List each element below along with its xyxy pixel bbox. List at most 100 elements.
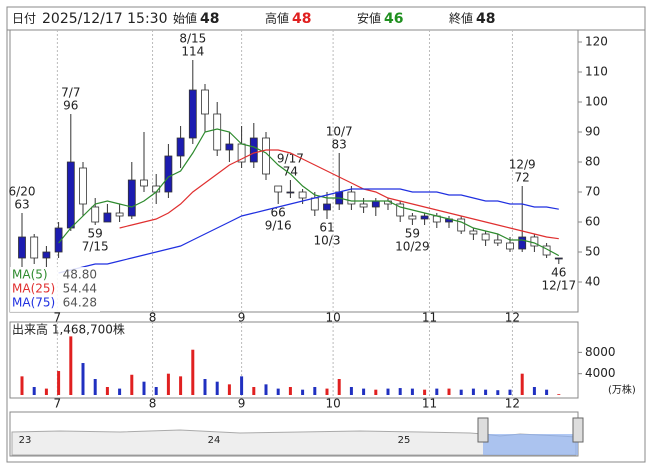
- volume-bar: [398, 388, 402, 395]
- high: 48: [292, 11, 311, 27]
- y-tick-label: 4000: [585, 366, 616, 380]
- volume-bar: [252, 387, 256, 395]
- candle-body: [298, 191, 307, 199]
- volume-bar: [203, 379, 207, 395]
- volume-bar: [105, 387, 109, 395]
- volume-bar: [227, 384, 231, 395]
- legend-value: 54.44: [63, 282, 97, 296]
- candle-body: [323, 203, 331, 211]
- price-label: 66: [271, 206, 286, 220]
- price-label: 59: [405, 227, 420, 241]
- date-label: 日付: [12, 12, 36, 26]
- navigator-handle[interactable]: [572, 417, 584, 443]
- x-tick-label: 10: [325, 311, 340, 325]
- y-tick-label: 8000: [585, 345, 616, 359]
- candle-body: [66, 161, 75, 229]
- volume-bar: [484, 389, 488, 395]
- volume-bar: [508, 389, 512, 395]
- date-label: 7/15: [82, 240, 109, 254]
- candle-body: [506, 242, 514, 250]
- volume-unit: (万株): [608, 383, 636, 396]
- legend-box: [10, 267, 100, 312]
- volume-bar: [349, 387, 353, 395]
- date-label: 10/3: [314, 234, 341, 248]
- volume-bar: [93, 379, 97, 395]
- candle-body: [176, 137, 185, 157]
- x-tick-label: 7: [54, 397, 62, 411]
- date-label: 9/17: [277, 152, 304, 166]
- ma-line: [119, 149, 559, 240]
- volume-bar: [532, 387, 536, 395]
- x-tick-label: 11: [422, 397, 437, 411]
- candle-body: [188, 89, 197, 139]
- volume-bar: [557, 394, 561, 395]
- volume-bar: [374, 389, 378, 395]
- close: 48: [476, 11, 495, 27]
- volume-bar: [313, 387, 317, 395]
- volume-panel: [9, 321, 579, 399]
- volume-bar: [301, 389, 305, 395]
- candle-body: [274, 185, 283, 193]
- date-label: 10/7: [326, 125, 353, 139]
- x-tick-label: 7: [54, 311, 62, 325]
- candle-body: [457, 218, 466, 232]
- volume-bar: [20, 376, 24, 395]
- volume-title: 出来高 1,468,700株: [12, 322, 125, 337]
- candle-body: [91, 206, 100, 223]
- legend-value: 48.80: [63, 268, 97, 282]
- high-label: 高値: [265, 11, 289, 26]
- ma-line: [58, 188, 559, 274]
- volume-bar: [337, 379, 341, 395]
- candle-body: [249, 137, 258, 163]
- legend-name: MA(5): [12, 268, 48, 282]
- volume-bar: [130, 374, 134, 395]
- volume-bar: [325, 388, 329, 395]
- price-label: 96: [63, 99, 78, 113]
- price-label: 46: [551, 266, 566, 280]
- navigator-label: 25: [398, 435, 411, 446]
- legend-name: MA(25): [12, 282, 55, 296]
- candle-body: [518, 236, 527, 250]
- volume-bar: [545, 389, 549, 395]
- candle-body: [115, 212, 124, 217]
- candle-body: [420, 215, 429, 220]
- candle-body: [310, 197, 319, 211]
- navigator-window: [483, 434, 578, 455]
- volume-bar: [410, 388, 414, 395]
- price-label: 59: [88, 227, 103, 241]
- y-tick-label: 120: [585, 35, 608, 49]
- volume-bar: [276, 388, 280, 395]
- candle-body: [225, 143, 234, 151]
- price-label: 74: [283, 165, 298, 179]
- y-tick-label: 60: [585, 215, 600, 229]
- x-tick-label: 8: [149, 311, 157, 325]
- volume-bar: [496, 390, 500, 395]
- y-tick-label: 70: [585, 185, 600, 199]
- close-label: 終値: [449, 11, 473, 26]
- volume-bar: [240, 376, 244, 395]
- y-tick-label: 50: [585, 245, 600, 259]
- date-label: 9/16: [265, 219, 292, 233]
- volume-bar: [179, 376, 183, 395]
- x-tick-label: 12: [505, 311, 520, 325]
- navigator-handle[interactable]: [477, 417, 489, 443]
- candle-body: [54, 227, 63, 253]
- candle-body: [164, 155, 173, 193]
- candle-body: [493, 239, 502, 244]
- candle-body: [530, 236, 539, 247]
- price-label: 63: [14, 198, 29, 212]
- candle-body: [396, 203, 405, 217]
- date-label: 6/20: [9, 185, 36, 199]
- x-tick-label: 11: [422, 311, 437, 325]
- low-label: 安値: [357, 11, 381, 26]
- volume-bar: [435, 388, 439, 395]
- volume-bar: [264, 384, 268, 395]
- candle-body: [103, 212, 112, 223]
- y-tick-label: 110: [585, 65, 608, 79]
- navigator-label: 24: [208, 435, 221, 446]
- volume-bar: [142, 381, 146, 395]
- date-label: 10/29: [395, 240, 430, 254]
- volume-bar: [288, 387, 292, 395]
